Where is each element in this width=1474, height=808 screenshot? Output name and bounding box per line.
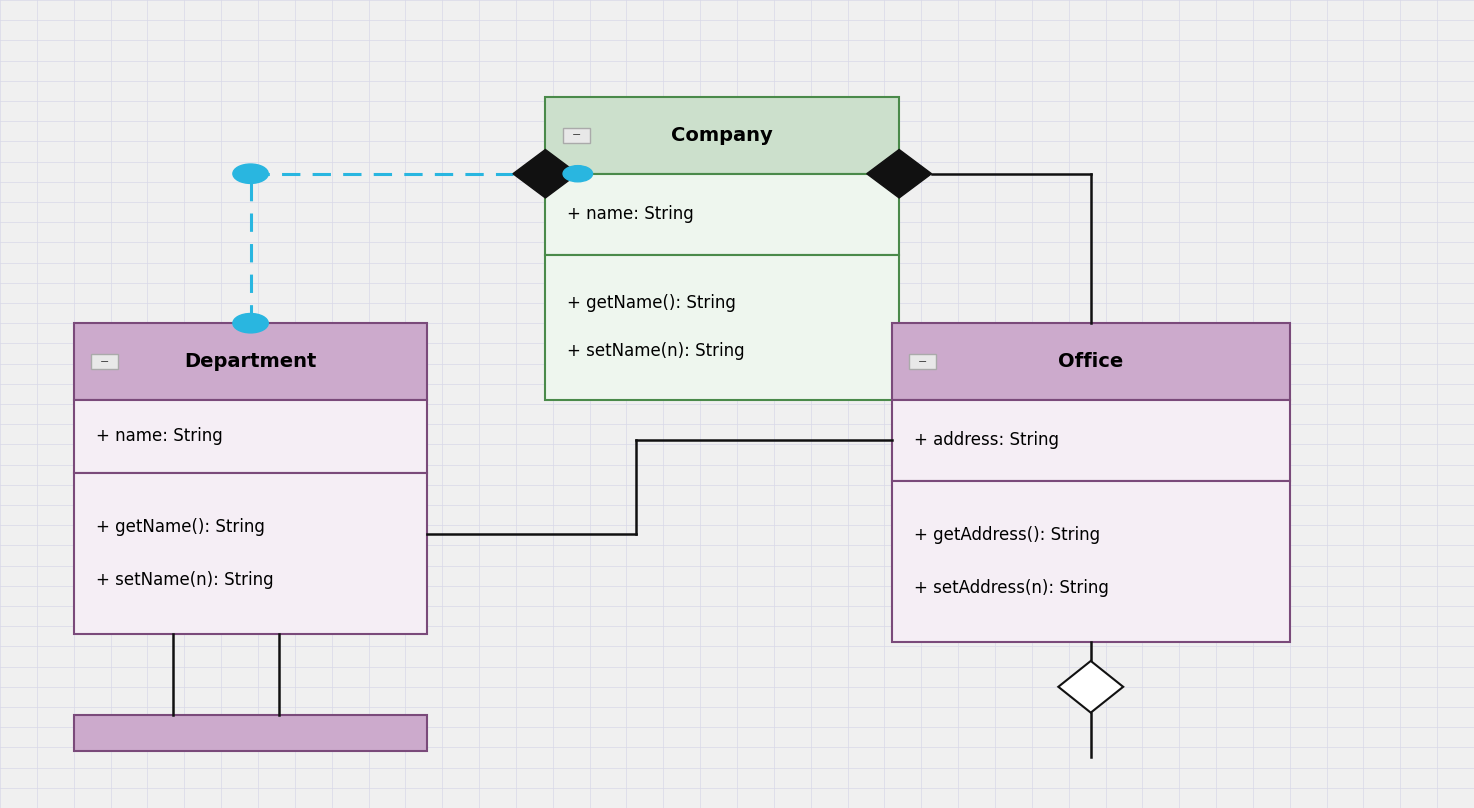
Text: Company: Company: [671, 126, 774, 145]
Text: Department: Department: [184, 352, 317, 371]
Bar: [545, 97, 899, 174]
Text: + setName(n): String: + setName(n): String: [567, 343, 746, 360]
Polygon shape: [513, 149, 578, 198]
Bar: [545, 174, 899, 255]
Text: + name: String: + name: String: [567, 205, 694, 223]
Bar: [563, 128, 590, 142]
Text: + setName(n): String: + setName(n): String: [96, 571, 274, 589]
Bar: [74, 400, 427, 473]
Circle shape: [233, 314, 268, 333]
Bar: [91, 354, 118, 368]
Bar: [909, 354, 936, 368]
Text: + address: String: + address: String: [914, 431, 1058, 449]
Text: −: −: [100, 356, 109, 367]
Text: + getName(): String: + getName(): String: [96, 518, 265, 536]
Circle shape: [233, 164, 268, 183]
Bar: [545, 255, 899, 400]
Text: −: −: [572, 130, 581, 141]
Circle shape: [563, 166, 593, 182]
Text: Office: Office: [1058, 352, 1123, 371]
Bar: [74, 323, 427, 400]
Text: + getName(): String: + getName(): String: [567, 294, 737, 312]
Bar: [892, 481, 1290, 642]
Text: + name: String: + name: String: [96, 427, 223, 445]
Bar: [74, 473, 427, 634]
Text: + setAddress(n): String: + setAddress(n): String: [914, 579, 1108, 597]
Text: + getAddress(): String: + getAddress(): String: [914, 526, 1100, 544]
Polygon shape: [1058, 661, 1123, 713]
Bar: [74, 715, 427, 751]
Polygon shape: [867, 149, 932, 198]
Bar: [892, 400, 1290, 481]
Bar: [892, 323, 1290, 400]
Text: −: −: [918, 356, 927, 367]
